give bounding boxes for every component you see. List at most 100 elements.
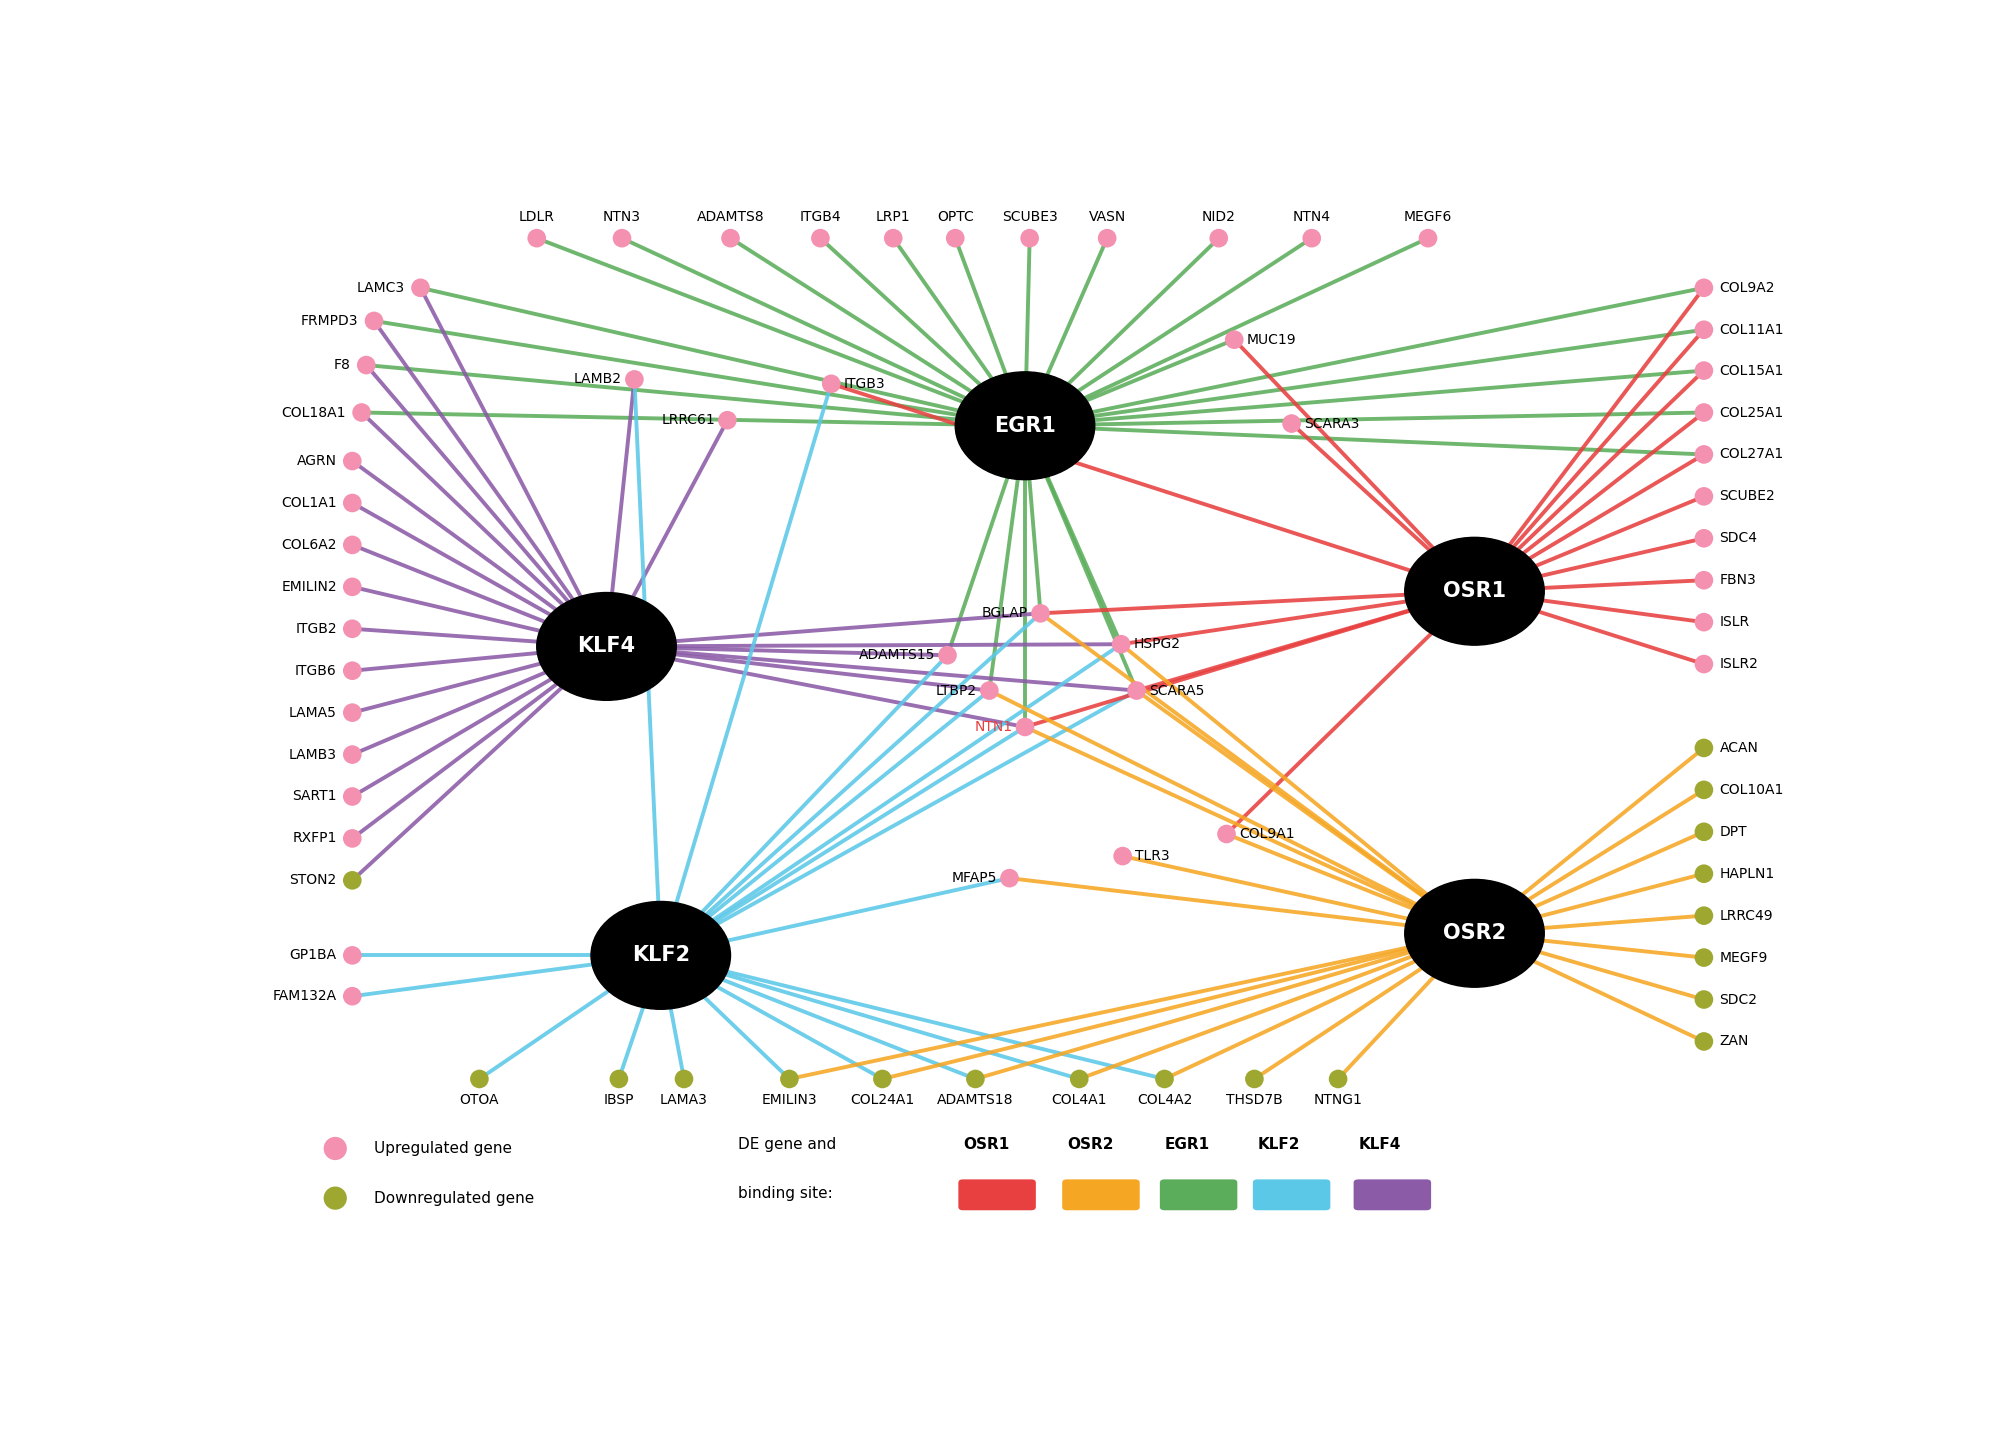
Text: ADAMTS15: ADAMTS15 bbox=[858, 648, 936, 662]
Point bbox=[520, 226, 552, 249]
Point bbox=[1688, 946, 1720, 969]
Text: OSR2: OSR2 bbox=[1066, 1136, 1114, 1152]
Text: KLF2: KLF2 bbox=[632, 946, 690, 966]
Point bbox=[404, 277, 436, 299]
Text: TLR3: TLR3 bbox=[1136, 850, 1170, 863]
Point bbox=[1092, 226, 1124, 249]
Text: FBN3: FBN3 bbox=[1720, 573, 1756, 588]
Text: DE gene and: DE gene and bbox=[738, 1136, 836, 1152]
Ellipse shape bbox=[592, 901, 730, 1009]
Text: HAPLN1: HAPLN1 bbox=[1720, 867, 1774, 881]
Text: COL10A1: COL10A1 bbox=[1720, 782, 1784, 797]
Point bbox=[320, 1136, 352, 1159]
Text: SCARA3: SCARA3 bbox=[1304, 417, 1360, 430]
Text: GP1BA: GP1BA bbox=[290, 949, 336, 963]
Point bbox=[1688, 737, 1720, 759]
Point bbox=[1148, 1068, 1180, 1091]
Point bbox=[960, 1068, 992, 1091]
Text: KLF4: KLF4 bbox=[1358, 1136, 1400, 1152]
Point bbox=[974, 679, 1006, 702]
Ellipse shape bbox=[1404, 537, 1544, 645]
Text: MFAP5: MFAP5 bbox=[952, 871, 998, 886]
Text: OPTC: OPTC bbox=[936, 209, 974, 224]
Text: ITGB6: ITGB6 bbox=[296, 663, 336, 678]
Text: LDLR: LDLR bbox=[518, 209, 554, 224]
Text: COL18A1: COL18A1 bbox=[282, 406, 346, 420]
Text: SDC4: SDC4 bbox=[1720, 532, 1758, 546]
Text: SART1: SART1 bbox=[292, 790, 336, 804]
Text: SCUBE2: SCUBE2 bbox=[1720, 489, 1776, 503]
Text: OSR1: OSR1 bbox=[1442, 582, 1506, 602]
Point bbox=[336, 868, 368, 891]
Point bbox=[1014, 226, 1046, 249]
Text: SDC2: SDC2 bbox=[1720, 993, 1758, 1006]
Point bbox=[1276, 413, 1308, 436]
Text: NTNG1: NTNG1 bbox=[1314, 1093, 1362, 1108]
Point bbox=[618, 368, 650, 391]
Text: F8: F8 bbox=[334, 358, 350, 373]
Point bbox=[804, 226, 836, 249]
Text: LAMB2: LAMB2 bbox=[574, 373, 622, 387]
Point bbox=[350, 354, 382, 377]
Text: BGLAP: BGLAP bbox=[982, 606, 1028, 620]
Text: FRMPD3: FRMPD3 bbox=[300, 314, 358, 328]
Text: FAM132A: FAM132A bbox=[272, 989, 336, 1003]
Point bbox=[714, 226, 746, 249]
Text: STON2: STON2 bbox=[290, 873, 336, 887]
Text: NID2: NID2 bbox=[1202, 209, 1236, 224]
Text: LAMB3: LAMB3 bbox=[288, 748, 336, 761]
Point bbox=[1008, 715, 1040, 738]
Text: ITGB4: ITGB4 bbox=[800, 209, 842, 224]
Point bbox=[1688, 610, 1720, 633]
Text: COL4A1: COL4A1 bbox=[1052, 1093, 1108, 1108]
Point bbox=[878, 226, 910, 249]
Text: NTN1: NTN1 bbox=[974, 719, 1012, 734]
Text: SCUBE3: SCUBE3 bbox=[1002, 209, 1058, 224]
Point bbox=[1688, 318, 1720, 341]
Text: LAMC3: LAMC3 bbox=[356, 281, 404, 295]
Text: HSPG2: HSPG2 bbox=[1134, 638, 1180, 651]
Text: EMILIN2: EMILIN2 bbox=[282, 580, 336, 593]
Point bbox=[1688, 820, 1720, 843]
Point bbox=[336, 450, 368, 473]
Point bbox=[464, 1068, 496, 1091]
Text: IBSP: IBSP bbox=[604, 1093, 634, 1108]
Point bbox=[336, 659, 368, 682]
Text: RXFP1: RXFP1 bbox=[292, 831, 336, 845]
Text: ZAN: ZAN bbox=[1720, 1035, 1748, 1049]
Text: OSR1: OSR1 bbox=[964, 1136, 1010, 1152]
Point bbox=[1064, 1068, 1096, 1091]
Ellipse shape bbox=[1404, 880, 1544, 987]
Text: MEGF9: MEGF9 bbox=[1720, 950, 1768, 964]
Point bbox=[1688, 989, 1720, 1012]
Text: binding site:: binding site: bbox=[738, 1187, 832, 1201]
Point bbox=[774, 1068, 806, 1091]
Point bbox=[1202, 226, 1234, 249]
Text: KLF4: KLF4 bbox=[578, 636, 636, 656]
Text: LRRC49: LRRC49 bbox=[1720, 909, 1774, 923]
FancyBboxPatch shape bbox=[1354, 1179, 1432, 1211]
FancyBboxPatch shape bbox=[958, 1179, 1036, 1211]
Point bbox=[940, 226, 972, 249]
Text: NTN4: NTN4 bbox=[1292, 209, 1330, 224]
FancyBboxPatch shape bbox=[1062, 1179, 1140, 1211]
Point bbox=[346, 401, 378, 424]
Point bbox=[1218, 328, 1250, 351]
Point bbox=[606, 226, 638, 249]
Text: LAMA5: LAMA5 bbox=[288, 705, 336, 719]
Point bbox=[1688, 484, 1720, 507]
Text: OSR2: OSR2 bbox=[1442, 923, 1506, 943]
Text: LRP1: LRP1 bbox=[876, 209, 910, 224]
Text: LTBP2: LTBP2 bbox=[936, 684, 976, 698]
Point bbox=[1688, 443, 1720, 466]
Text: COL1A1: COL1A1 bbox=[282, 496, 336, 510]
Point bbox=[1688, 1030, 1720, 1053]
Point bbox=[932, 643, 964, 666]
Point bbox=[1688, 360, 1720, 383]
Text: ISLR2: ISLR2 bbox=[1720, 658, 1758, 671]
Point bbox=[1296, 226, 1328, 249]
Text: EGR1: EGR1 bbox=[994, 416, 1056, 436]
FancyBboxPatch shape bbox=[1252, 1179, 1330, 1211]
Text: COL9A2: COL9A2 bbox=[1720, 281, 1774, 295]
Text: VASN: VASN bbox=[1088, 209, 1126, 224]
